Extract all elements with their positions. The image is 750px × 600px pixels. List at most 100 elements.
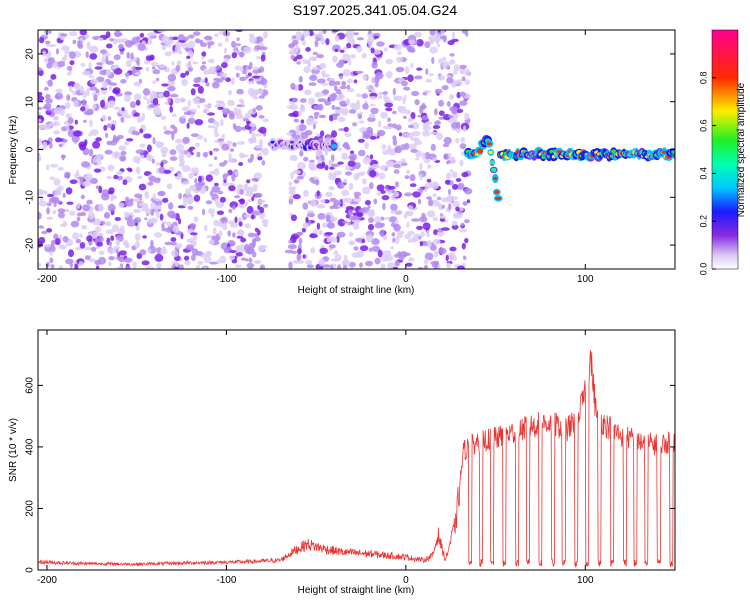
- spectrogram-noise-blob: [124, 266, 131, 269]
- spectrogram-noise-blob: [295, 44, 299, 53]
- spectrogram-noise-blob: [120, 79, 127, 84]
- spectrogram-noise-blob: [462, 255, 467, 261]
- spectrogram-noise-blob: [334, 35, 340, 42]
- spectrogram-noise-blob: [66, 65, 73, 71]
- spectrogram-noise-blob: [244, 223, 251, 229]
- spectrogram-noise-blob: [98, 250, 105, 255]
- spectrogram-noise-blob: [288, 195, 294, 200]
- spectrogram-noise-blob: [163, 130, 172, 135]
- spectrogram-noise-blob: [411, 218, 420, 222]
- spectrogram-noise-blob: [93, 94, 98, 102]
- spectrogram-noise-blob: [209, 58, 215, 64]
- spectrogram-noise-blob: [353, 246, 359, 251]
- spectrogram-noise-blob: [312, 229, 318, 235]
- spectrogram-noise-blob: [49, 176, 55, 181]
- spectrogram-noise-blob: [432, 216, 438, 222]
- spectrogram-noise-blob: [425, 68, 429, 75]
- spectrogram-noise-blob: [347, 36, 354, 44]
- spectrogram-noise-blob: [47, 79, 53, 87]
- spectrogram-noise-blob: [447, 40, 455, 46]
- spectrogram-noise-blob: [135, 166, 141, 175]
- spectrogram-noise-blob: [203, 256, 212, 264]
- spectrogram-noise-blob: [456, 91, 461, 99]
- spectrogram-noise-blob: [448, 188, 451, 196]
- spectrogram-noise-blob: [410, 62, 414, 68]
- spectrogram-noise-blob: [371, 245, 381, 252]
- spectrogram-noise-blob: [152, 80, 157, 84]
- spectrogram-noise-blob: [374, 82, 379, 88]
- spectrogram-noise-blob: [234, 216, 238, 224]
- spectrogram-noise-blob: [460, 222, 465, 227]
- spectrogram-noise-blob: [38, 153, 41, 162]
- spectrogram-noise-blob: [258, 95, 265, 99]
- spectrogram-noise-blob: [145, 67, 150, 72]
- spectrogram-noise-blob: [358, 149, 366, 157]
- spectrogram-noise-blob: [322, 30, 327, 35]
- spectrogram-noise-blob: [64, 102, 71, 109]
- spectrogram-noise-blob: [452, 200, 460, 208]
- spectrogram-noise-blob: [116, 170, 123, 176]
- spectrogram-noise-blob: [240, 257, 247, 261]
- spectrogram-noise-blob: [208, 163, 213, 167]
- spectrogram-noise-blob: [239, 51, 245, 58]
- spectrogram-noise-blob: [238, 221, 243, 227]
- spectrogram-noise-blob: [105, 229, 115, 234]
- spectrogram-noise-blob: [441, 227, 450, 231]
- spectrogram-noise-blob: [305, 259, 313, 265]
- spectrogram-noise-blob: [376, 191, 382, 196]
- spectrogram-noise-blob: [439, 217, 446, 222]
- spectrogram-noise-blob: [73, 83, 79, 89]
- spectrogram-noise-blob: [418, 198, 422, 205]
- spectrogram-noise-blob: [217, 42, 223, 47]
- spectrogram-noise-blob: [69, 210, 76, 216]
- spectrogram-noise-blob: [300, 119, 305, 124]
- spectrogram-noise-blob: [464, 68, 470, 76]
- spectrogram-noise-blob: [387, 185, 396, 190]
- spectrogram-noise-blob: [193, 216, 199, 223]
- spectrogram-noise-blob: [438, 247, 447, 255]
- spectrogram-noise-blob: [362, 178, 367, 185]
- spectrogram-noise-blob: [171, 249, 179, 258]
- spectrogram-noise-blob: [45, 93, 51, 101]
- spectrogram-noise-blob: [247, 199, 252, 203]
- spectrogram-noise-blob: [457, 182, 465, 190]
- spectrogram-noise-blob: [208, 67, 212, 75]
- spectrogram-noise-blob: [223, 222, 227, 229]
- spectrogram-noise-blob: [65, 187, 73, 195]
- spectrogram-noise-blob: [256, 80, 265, 85]
- spectrogram-noise-blob: [158, 64, 166, 69]
- spectrogram-noise-blob: [140, 154, 145, 159]
- spectrogram-noise-blob: [393, 169, 400, 174]
- spectrogram-noise-blob: [178, 218, 182, 225]
- spectrogram-noise-blob: [297, 248, 302, 255]
- spectrogram-noise-blob: [97, 203, 104, 212]
- spectrogram-noise-blob: [319, 62, 327, 69]
- spectrogram-noise-blob: [362, 156, 372, 165]
- spectrogram-noise-blob: [307, 210, 314, 214]
- spectrogram-noise-blob: [255, 133, 262, 137]
- spectrogram-noise-blob: [234, 125, 242, 132]
- spectrogram-noise-blob: [316, 133, 320, 137]
- spectrogram-noise-blob: [151, 158, 155, 164]
- spectrogram-noise-blob: [297, 84, 304, 91]
- spectrogram-noise-blob: [157, 30, 167, 33]
- spectrogram-noise-blob: [367, 223, 375, 231]
- spectrogram-noise-blob: [427, 240, 432, 248]
- spectrogram-noise-blob: [223, 160, 228, 165]
- spectrogram-noise-blob: [89, 53, 98, 60]
- spectrogram-signal-core: [488, 150, 494, 154]
- spectrogram-noise-blob: [451, 31, 456, 40]
- spectrogram-noise-blob: [131, 130, 139, 135]
- spectrogram-noise-blob: [357, 138, 365, 143]
- colorbar-gradient: [711, 29, 739, 270]
- spectrogram-noise-blob: [187, 67, 194, 72]
- spectrogram-noise-blob: [390, 203, 398, 211]
- spectrogram-noise-blob: [459, 207, 464, 212]
- spectrogram-noise-blob: [414, 99, 420, 106]
- spectrogram-noise-blob: [194, 250, 203, 256]
- spectrogram-noise-blob: [95, 185, 100, 189]
- spectrogram-noise-blob: [221, 143, 230, 151]
- spectrogram-noise-blob: [136, 116, 144, 123]
- spectrogram-noise-blob: [78, 141, 87, 149]
- spectrogram-noise-blob: [334, 170, 342, 176]
